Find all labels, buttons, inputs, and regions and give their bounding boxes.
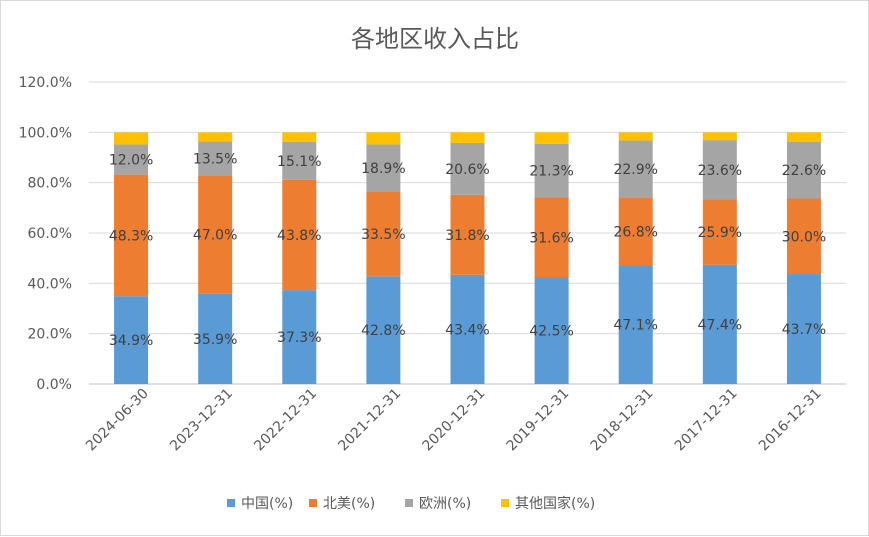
data-label: 30.0% (782, 229, 826, 245)
x-tick-label: 2022-12-31 (251, 386, 320, 455)
data-label: 43.7% (782, 322, 826, 338)
data-label: 18.9% (361, 161, 405, 177)
bar-segment (114, 144, 149, 175)
y-tick-label: 60.0% (28, 226, 72, 242)
bar-segment (450, 274, 485, 384)
bar-segment (198, 293, 233, 384)
legend-item: 欧洲(%) (405, 496, 471, 512)
bar-segment (702, 199, 737, 265)
x-tick-label: 2023-12-31 (167, 386, 236, 455)
bar-segment (786, 274, 821, 384)
legend: 中国(%) 北美(%) 欧洲(%) 其他国家(%) (227, 495, 595, 512)
bar-segment (198, 175, 233, 294)
data-label: 35.9% (193, 332, 237, 348)
bar-segment (450, 142, 485, 195)
data-label: 34.9% (109, 333, 153, 349)
bar-segment (702, 132, 737, 141)
bar-segment (282, 141, 317, 180)
bar-segment (534, 277, 569, 384)
y-tick-label: 20.0% (28, 327, 72, 343)
legend-swatch (501, 499, 509, 507)
x-tick-label: 2017-12-31 (672, 386, 741, 455)
data-label: 13.5% (193, 151, 237, 167)
bar-segment (618, 198, 653, 266)
y-axis-ticks: 0.0% 20.0% 40.0% 60.0% 80.0% 100.0% 120.0% (19, 75, 72, 393)
data-label: 22.6% (782, 163, 826, 179)
data-label: 20.6% (445, 162, 489, 178)
bar-segment (114, 174, 149, 297)
bar-segment (618, 140, 653, 199)
bar-segment (198, 141, 233, 176)
bar-segment (198, 132, 233, 142)
bar-segment (282, 290, 317, 384)
bar-segment (282, 179, 317, 291)
x-tick-label: 2019-12-31 (504, 386, 573, 455)
y-tick-label: 40.0% (28, 276, 72, 292)
data-label: 43.8% (277, 228, 321, 244)
y-tick-label: 80.0% (28, 176, 72, 192)
x-axis-ticks: 2024-06-30 2023-12-31 2022-12-31 2021-12-31… (83, 386, 825, 455)
bar-segment (282, 132, 317, 142)
bar-segment (114, 132, 149, 145)
data-label: 26.8% (613, 225, 657, 241)
y-tick-label: 120.0% (19, 75, 72, 91)
chart-title: 各地区收入占比 (351, 25, 519, 53)
data-label: 42.5% (529, 324, 573, 340)
x-tick-label: 2016-12-31 (756, 386, 825, 455)
bar-segment (534, 197, 569, 278)
data-label: 43.4% (445, 322, 489, 338)
legend-item: 其他国家(%) (501, 495, 595, 512)
bar-segment (366, 191, 401, 277)
bar-segment (366, 132, 401, 145)
data-label: 22.9% (613, 162, 657, 178)
data-label: 12.0% (109, 153, 153, 169)
x-tick-label: 2021-12-31 (335, 386, 404, 455)
bar-segment (114, 296, 149, 384)
y-tick-label: 100.0% (19, 125, 72, 141)
legend-swatch (227, 499, 235, 507)
legend-swatch (405, 499, 413, 507)
bar-segment (366, 144, 401, 192)
bar-segment (366, 276, 401, 384)
data-label: 33.5% (361, 227, 405, 243)
bar-segment (786, 132, 821, 142)
legend-label: 欧洲(%) (419, 496, 471, 512)
x-tick-label: 2018-12-31 (588, 386, 657, 455)
bar-segment (618, 265, 653, 384)
bar-segment (534, 143, 569, 198)
data-label: 21.3% (529, 164, 573, 180)
data-label: 47.1% (613, 318, 657, 334)
legend-item: 北美(%) (309, 496, 375, 512)
bar-segment (450, 194, 485, 275)
legend-label: 中国(%) (241, 496, 293, 512)
bar-segment (534, 132, 569, 144)
legend-item: 中国(%) (227, 496, 293, 512)
data-label: 31.6% (529, 230, 573, 246)
data-labels: 34.9% 48.3% 12.0% 35.9% 47.0% 13.5% 37.3% 43.8%… (109, 151, 826, 349)
data-label: 47.4% (698, 317, 742, 333)
bars (114, 132, 821, 384)
bar-segment (702, 264, 737, 384)
bar-segment (786, 198, 821, 275)
y-tick-label: 0.0% (36, 377, 72, 393)
data-label: 47.0% (193, 228, 237, 244)
legend-swatch (309, 499, 317, 507)
data-label: 31.8% (445, 228, 489, 244)
bar-segment (702, 140, 737, 200)
legend-label: 北美(%) (323, 496, 375, 512)
legend-label: 其他国家(%) (515, 495, 595, 512)
data-label: 37.3% (277, 330, 321, 346)
data-label: 15.1% (277, 154, 321, 170)
x-tick-label: 2024-06-30 (83, 386, 152, 455)
data-label: 48.3% (109, 228, 153, 244)
data-label: 23.6% (698, 163, 742, 179)
bar-segment (618, 132, 653, 141)
data-label: 25.9% (698, 225, 742, 241)
bar-segment (450, 132, 485, 143)
x-tick-label: 2020-12-31 (419, 386, 488, 455)
bar-segment (786, 141, 821, 199)
data-label: 42.8% (361, 323, 405, 339)
